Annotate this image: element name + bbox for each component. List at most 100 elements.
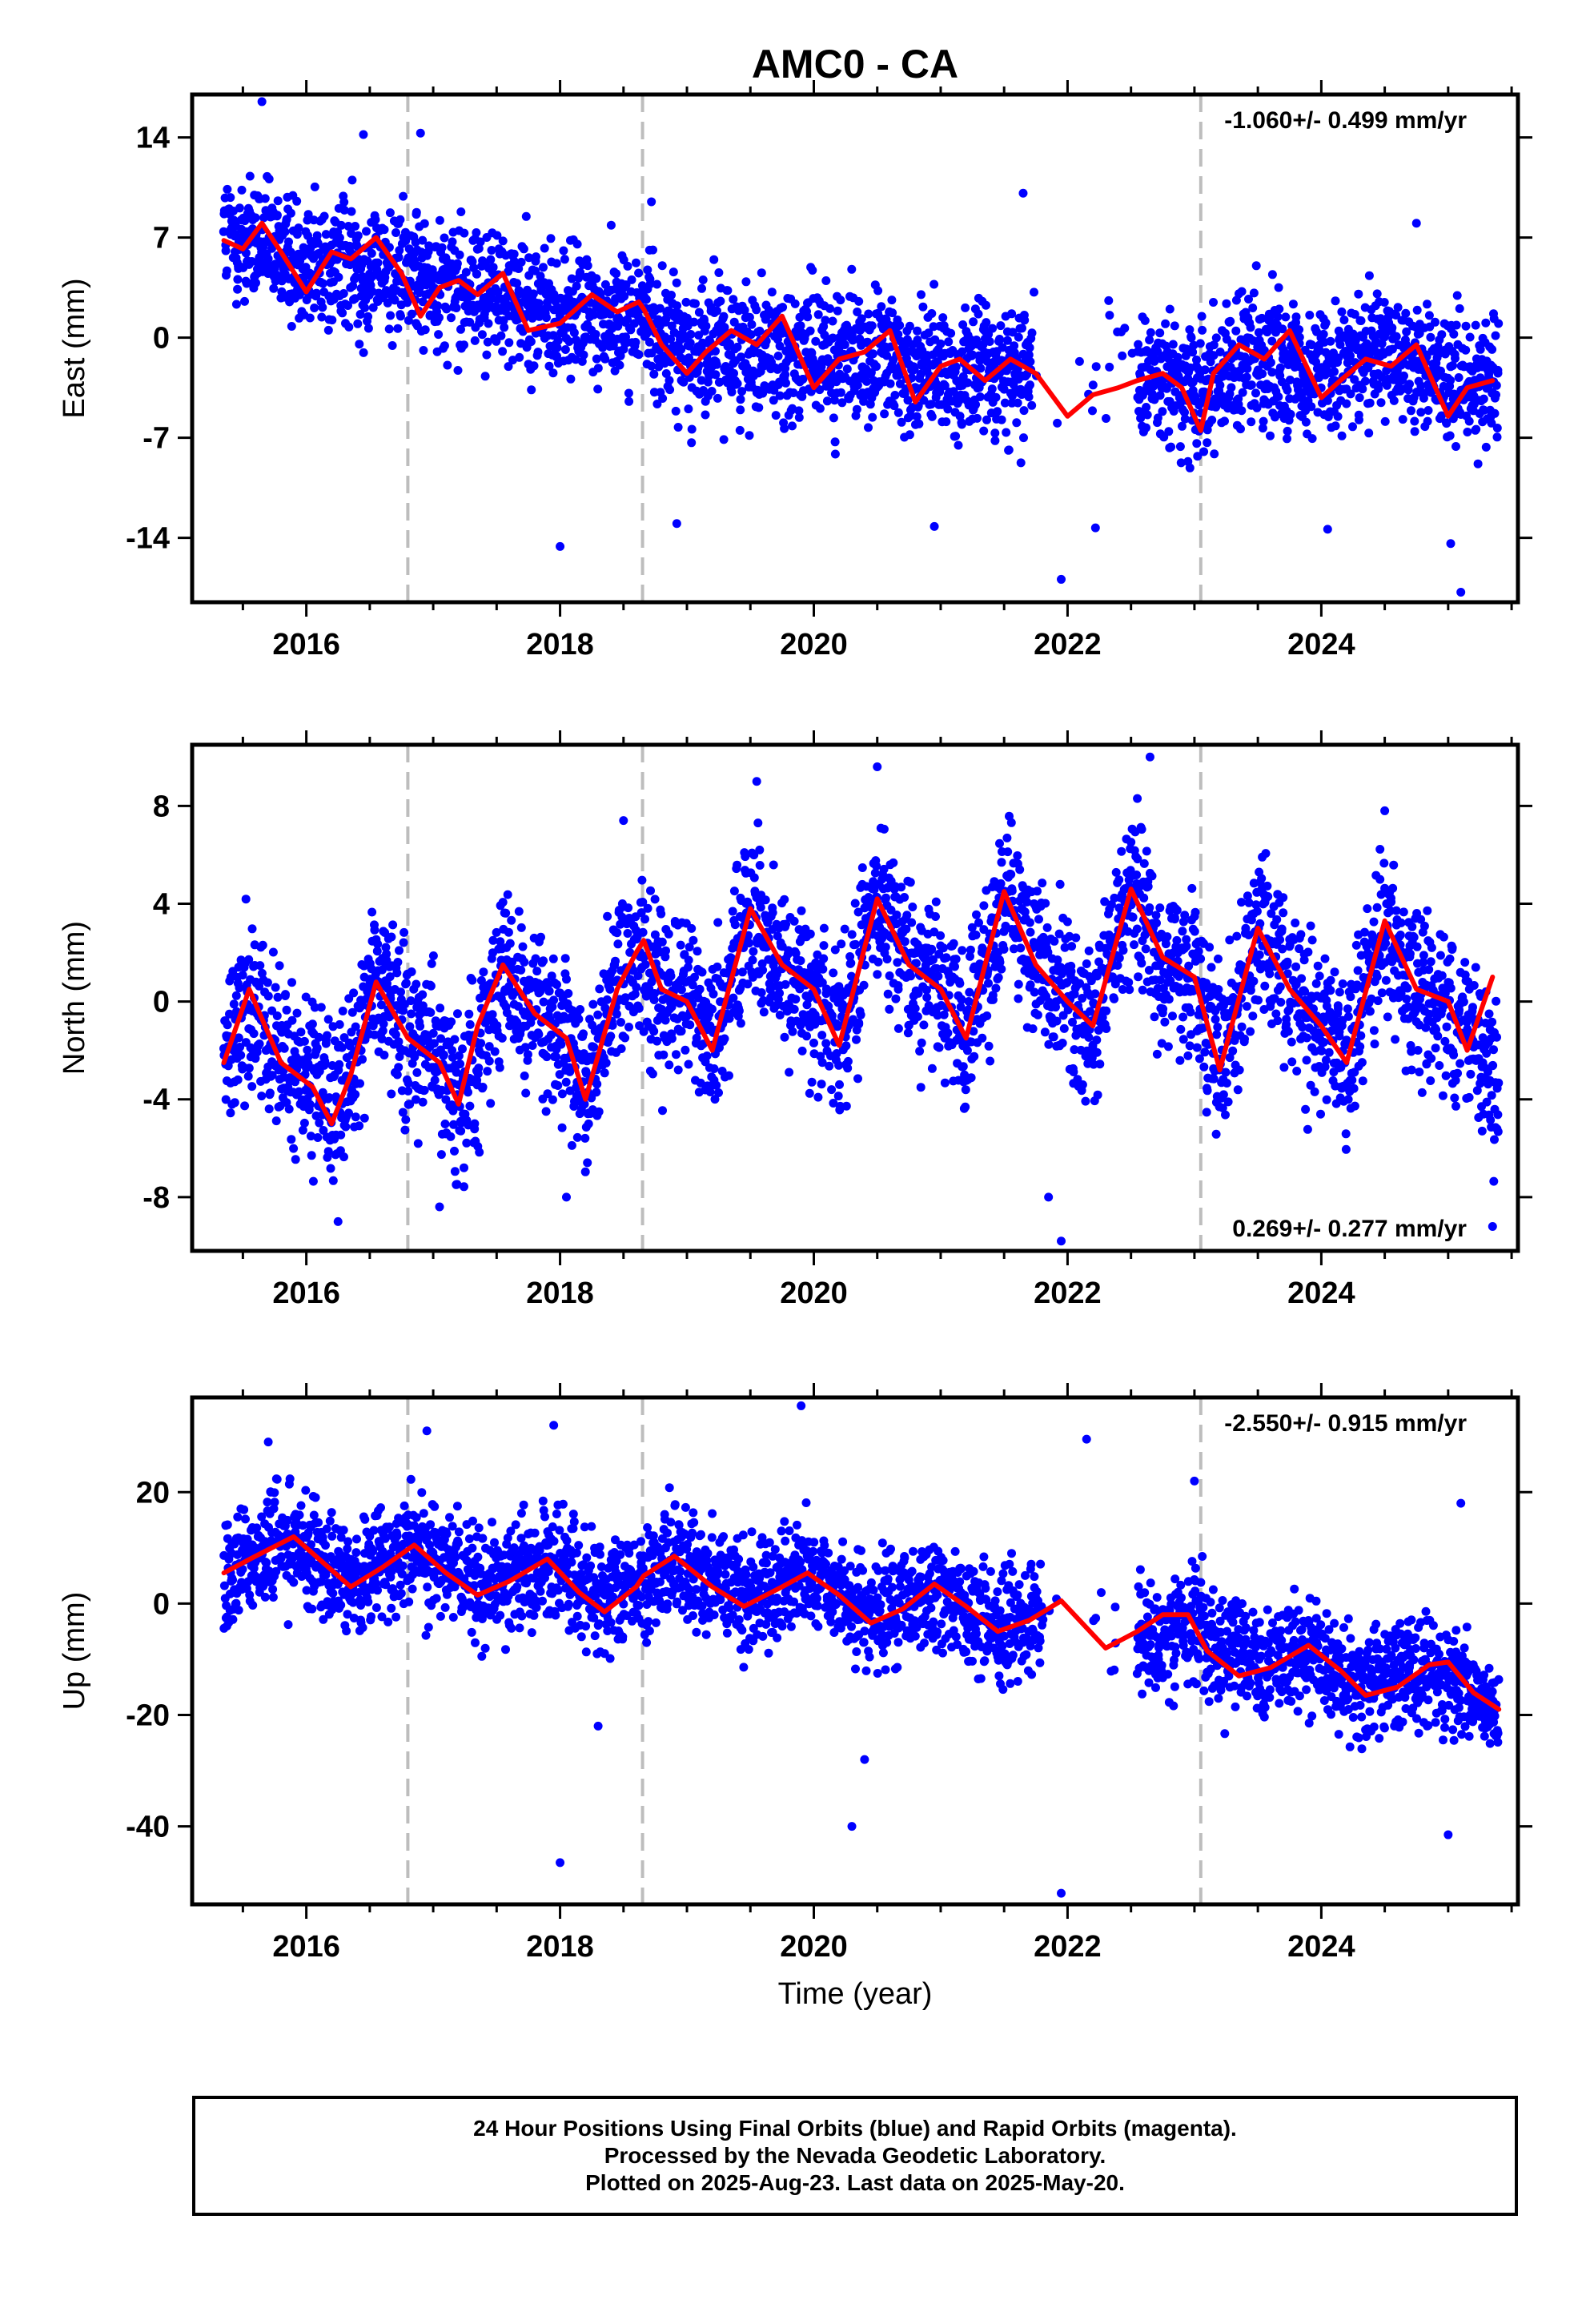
data-point bbox=[465, 1019, 475, 1029]
data-point bbox=[942, 953, 951, 963]
data-point bbox=[818, 964, 828, 974]
data-point bbox=[1492, 432, 1502, 442]
data-point bbox=[943, 1028, 953, 1038]
data-point-outlier bbox=[556, 541, 565, 551]
data-point bbox=[650, 930, 660, 939]
data-point bbox=[420, 1085, 429, 1095]
data-point bbox=[612, 269, 621, 279]
data-point bbox=[741, 852, 750, 862]
data-point bbox=[339, 205, 349, 215]
data-point bbox=[979, 901, 989, 911]
data-point bbox=[781, 370, 790, 380]
data-point bbox=[616, 1018, 625, 1027]
data-point bbox=[676, 940, 685, 950]
data-point bbox=[1424, 311, 1434, 320]
data-point bbox=[476, 975, 486, 985]
data-point bbox=[854, 296, 864, 306]
data-point bbox=[255, 1039, 264, 1048]
data-point bbox=[997, 858, 1006, 867]
data-point bbox=[1387, 323, 1397, 332]
data-point bbox=[379, 225, 389, 235]
data-point bbox=[636, 908, 646, 918]
data-point bbox=[1283, 385, 1292, 395]
data-point bbox=[462, 1138, 472, 1148]
data-point bbox=[667, 291, 676, 300]
data-point bbox=[693, 947, 702, 956]
data-point bbox=[396, 215, 405, 224]
data-point bbox=[1102, 414, 1110, 423]
data-point bbox=[593, 384, 603, 394]
data-point bbox=[1002, 428, 1011, 437]
data-point bbox=[347, 229, 356, 238]
data-point bbox=[900, 893, 909, 902]
data-point bbox=[355, 310, 365, 319]
data-point bbox=[927, 412, 937, 421]
data-point bbox=[310, 304, 319, 312]
data-point bbox=[996, 879, 1006, 888]
data-point bbox=[864, 309, 873, 319]
data-point bbox=[709, 989, 718, 999]
data-point bbox=[954, 440, 963, 450]
data-point-outlier bbox=[1456, 587, 1466, 597]
data-point bbox=[921, 985, 931, 995]
x-tick-label: 2020 bbox=[780, 628, 848, 661]
data-point bbox=[584, 1119, 593, 1128]
data-point bbox=[406, 996, 416, 1006]
data-point bbox=[741, 277, 751, 287]
data-point bbox=[713, 962, 722, 971]
data-point bbox=[347, 207, 356, 216]
data-point bbox=[984, 979, 993, 988]
data-point bbox=[965, 987, 974, 997]
data-point bbox=[284, 237, 293, 247]
data-point bbox=[895, 379, 905, 388]
data-point bbox=[817, 1031, 827, 1040]
data-point bbox=[897, 417, 906, 427]
data-point bbox=[528, 289, 538, 299]
data-point bbox=[387, 341, 397, 350]
data-point bbox=[780, 424, 789, 433]
data-point bbox=[883, 989, 893, 999]
data-point bbox=[927, 944, 937, 954]
data-point bbox=[1293, 356, 1302, 365]
data-point bbox=[773, 931, 782, 941]
data-point bbox=[1019, 433, 1028, 443]
data-point bbox=[677, 985, 686, 995]
data-point bbox=[267, 243, 276, 253]
data-point bbox=[1254, 328, 1263, 337]
scatter-points bbox=[219, 97, 1504, 597]
data-point bbox=[708, 1004, 717, 1014]
data-point bbox=[600, 1068, 609, 1078]
data-point bbox=[372, 947, 382, 956]
data-point bbox=[1380, 416, 1390, 426]
data-point bbox=[794, 412, 804, 422]
data-point bbox=[1471, 320, 1480, 330]
data-point bbox=[893, 958, 902, 967]
data-point bbox=[994, 973, 1003, 983]
data-point bbox=[518, 942, 528, 951]
data-point bbox=[817, 1080, 826, 1089]
data-point bbox=[385, 972, 395, 982]
data-point bbox=[301, 992, 311, 1002]
data-point bbox=[509, 249, 519, 259]
data-point bbox=[395, 946, 404, 955]
data-point bbox=[532, 967, 542, 976]
data-point bbox=[349, 988, 359, 998]
data-point bbox=[775, 341, 785, 351]
data-point bbox=[1451, 354, 1460, 363]
data-point bbox=[560, 345, 570, 354]
data-point bbox=[1267, 270, 1277, 279]
data-point-outlier bbox=[359, 130, 368, 139]
data-point bbox=[368, 303, 378, 312]
data-point bbox=[305, 1100, 315, 1109]
data-point bbox=[255, 961, 265, 971]
data-point bbox=[859, 980, 869, 990]
data-point bbox=[482, 304, 492, 313]
data-point bbox=[488, 1010, 497, 1019]
data-point bbox=[735, 425, 745, 435]
data-point bbox=[343, 222, 353, 231]
data-point bbox=[233, 1075, 243, 1084]
data-point bbox=[1423, 416, 1432, 426]
data-point bbox=[641, 295, 651, 304]
data-point bbox=[447, 1017, 456, 1027]
data-point bbox=[430, 1076, 440, 1085]
